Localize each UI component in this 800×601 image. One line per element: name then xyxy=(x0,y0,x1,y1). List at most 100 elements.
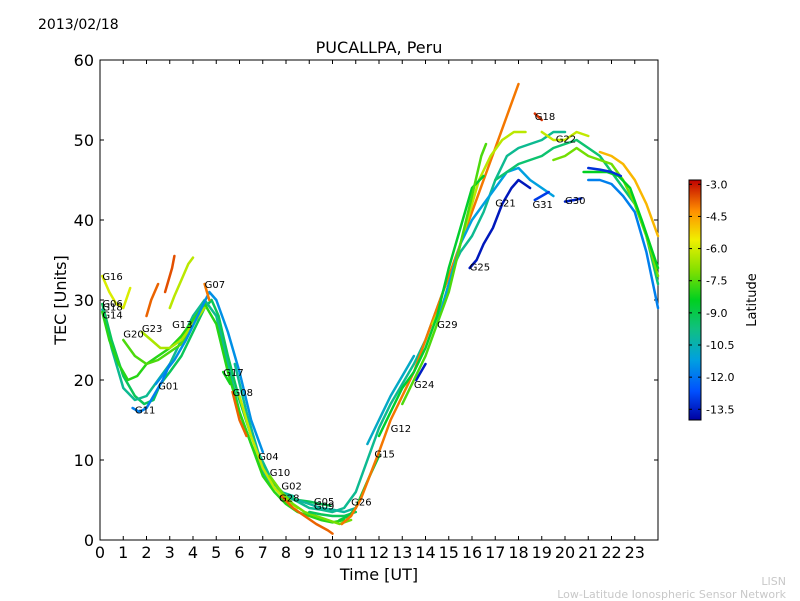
series-track xyxy=(221,370,232,386)
series-track xyxy=(377,174,485,438)
x-tick-label: 14 xyxy=(415,543,435,562)
colorbar-label: Latitude xyxy=(745,273,760,327)
date-label: 2013/02/18 xyxy=(38,17,119,33)
chart-title: PUCALLPA, Peru xyxy=(316,38,443,57)
satellite-label: G30 xyxy=(565,196,585,207)
y-tick-label: 50 xyxy=(74,131,94,150)
y-axis-ticks: 0 10 20 30 40 50 60 xyxy=(74,51,658,550)
satellite-label: G22 xyxy=(556,134,576,145)
satellite-label: G17 xyxy=(223,368,243,379)
satellite-label: G25 xyxy=(470,262,490,273)
plot-frame xyxy=(99,59,659,541)
series-track xyxy=(401,142,488,406)
y-tick-label: 10 xyxy=(74,451,94,470)
satellite-label: G06 xyxy=(102,299,122,310)
x-tick-label: 22 xyxy=(601,543,621,562)
series-track xyxy=(366,354,416,446)
satellite-label: G04 xyxy=(258,452,278,463)
satellite-label: G14 xyxy=(102,310,122,321)
series-track xyxy=(587,166,623,178)
y-tick-label: 0 xyxy=(84,531,94,550)
x-axis-label: Time [UT] xyxy=(339,565,418,584)
series-track xyxy=(563,197,583,203)
x-tick-label: 4 xyxy=(188,543,198,562)
satellite-label: G12 xyxy=(391,424,411,435)
series-track xyxy=(552,146,660,278)
x-tick-label: 7 xyxy=(258,543,268,562)
satellite-label: G08 xyxy=(233,388,253,399)
y-tick-label: 60 xyxy=(74,51,94,70)
colorbar-tick-label: -12.0 xyxy=(706,371,734,384)
series-track xyxy=(414,362,427,382)
colorbar-tick-label: -6.0 xyxy=(706,243,727,256)
satellite-label: G28 xyxy=(279,494,299,505)
series-track xyxy=(533,112,544,122)
satellite-label: G09 xyxy=(314,502,334,513)
satellite-label: G24 xyxy=(414,380,434,391)
colorbar xyxy=(688,179,702,421)
x-tick-label: 3 xyxy=(165,543,175,562)
y-tick-label: 40 xyxy=(74,211,94,230)
satellite-label: G21 xyxy=(495,198,515,209)
series-track xyxy=(168,256,195,310)
series-track xyxy=(468,178,532,270)
series-track xyxy=(101,274,132,310)
credit-network: Low-Latitude Ionospheric Sensor Network xyxy=(557,588,786,601)
x-tick-label: 12 xyxy=(369,543,389,562)
series-track xyxy=(268,474,353,526)
series-track xyxy=(145,282,160,318)
x-tick-label: 13 xyxy=(392,543,412,562)
satellite-label: G18 xyxy=(102,302,122,313)
series-track xyxy=(131,362,172,414)
y-axis-label: TEC [Units] xyxy=(51,255,70,346)
colorbar-tick-label: -3.0 xyxy=(706,178,727,191)
series-track xyxy=(154,290,265,454)
x-tick-label: 17 xyxy=(485,543,505,562)
colorbar-tick-label: -10.5 xyxy=(706,339,734,352)
x-tick-label: 18 xyxy=(508,543,528,562)
series-track xyxy=(540,130,590,142)
x-tick-label: 20 xyxy=(555,543,575,562)
credit-lisn: LISN xyxy=(761,575,786,588)
x-tick-label: 5 xyxy=(211,543,221,562)
series-track xyxy=(231,390,248,438)
x-tick-label: 0 xyxy=(95,543,105,562)
x-axis-ticks: 0 1 2 3 4 5 6 7 8 9 10 11 12 13 14 15 16 17 18 19 20 21 22 23 xyxy=(95,60,645,562)
satellite-label: G23 xyxy=(142,324,162,335)
satellite-label: G18 xyxy=(535,112,555,123)
satellite-label: G15 xyxy=(374,450,394,461)
colorbar-tick-label: -7.5 xyxy=(706,275,727,288)
satellite-label: G31 xyxy=(532,200,552,211)
series-track xyxy=(203,282,211,302)
satellite-label: G01 xyxy=(158,382,178,393)
series-track xyxy=(598,150,660,238)
x-tick-label: 16 xyxy=(462,543,482,562)
x-tick-label: 9 xyxy=(304,543,314,562)
series-track xyxy=(587,178,660,310)
colorbar-ticks: -3.0 -4.5 -6.0 -7.5 -9.0 -10.5 -12.0 -13.5 xyxy=(689,178,734,416)
y-tick-label: 20 xyxy=(74,371,94,390)
x-tick-label: 6 xyxy=(234,543,244,562)
series-track xyxy=(280,494,334,535)
satellite-label: G20 xyxy=(123,330,143,341)
colorbar-tick-label: -13.5 xyxy=(706,403,734,416)
x-tick-label: 21 xyxy=(578,543,598,562)
satellite-label: G07 xyxy=(205,280,225,291)
x-tick-label: 8 xyxy=(281,543,291,562)
x-tick-label: 11 xyxy=(346,543,366,562)
satellite-label: G10 xyxy=(270,468,290,479)
x-tick-label: 15 xyxy=(439,543,459,562)
colorbar-tick-label: -4.5 xyxy=(706,210,727,223)
series-track xyxy=(533,190,550,202)
satellite-label: G02 xyxy=(281,482,301,493)
x-tick-label: 1 xyxy=(118,543,128,562)
x-tick-label: 10 xyxy=(322,543,342,562)
series-track xyxy=(340,82,520,526)
x-tick-label: 19 xyxy=(532,543,552,562)
satellite-label: G16 xyxy=(102,272,122,283)
satellite-label: G05 xyxy=(314,497,334,508)
series-layer xyxy=(101,82,660,535)
series-track xyxy=(296,498,358,514)
